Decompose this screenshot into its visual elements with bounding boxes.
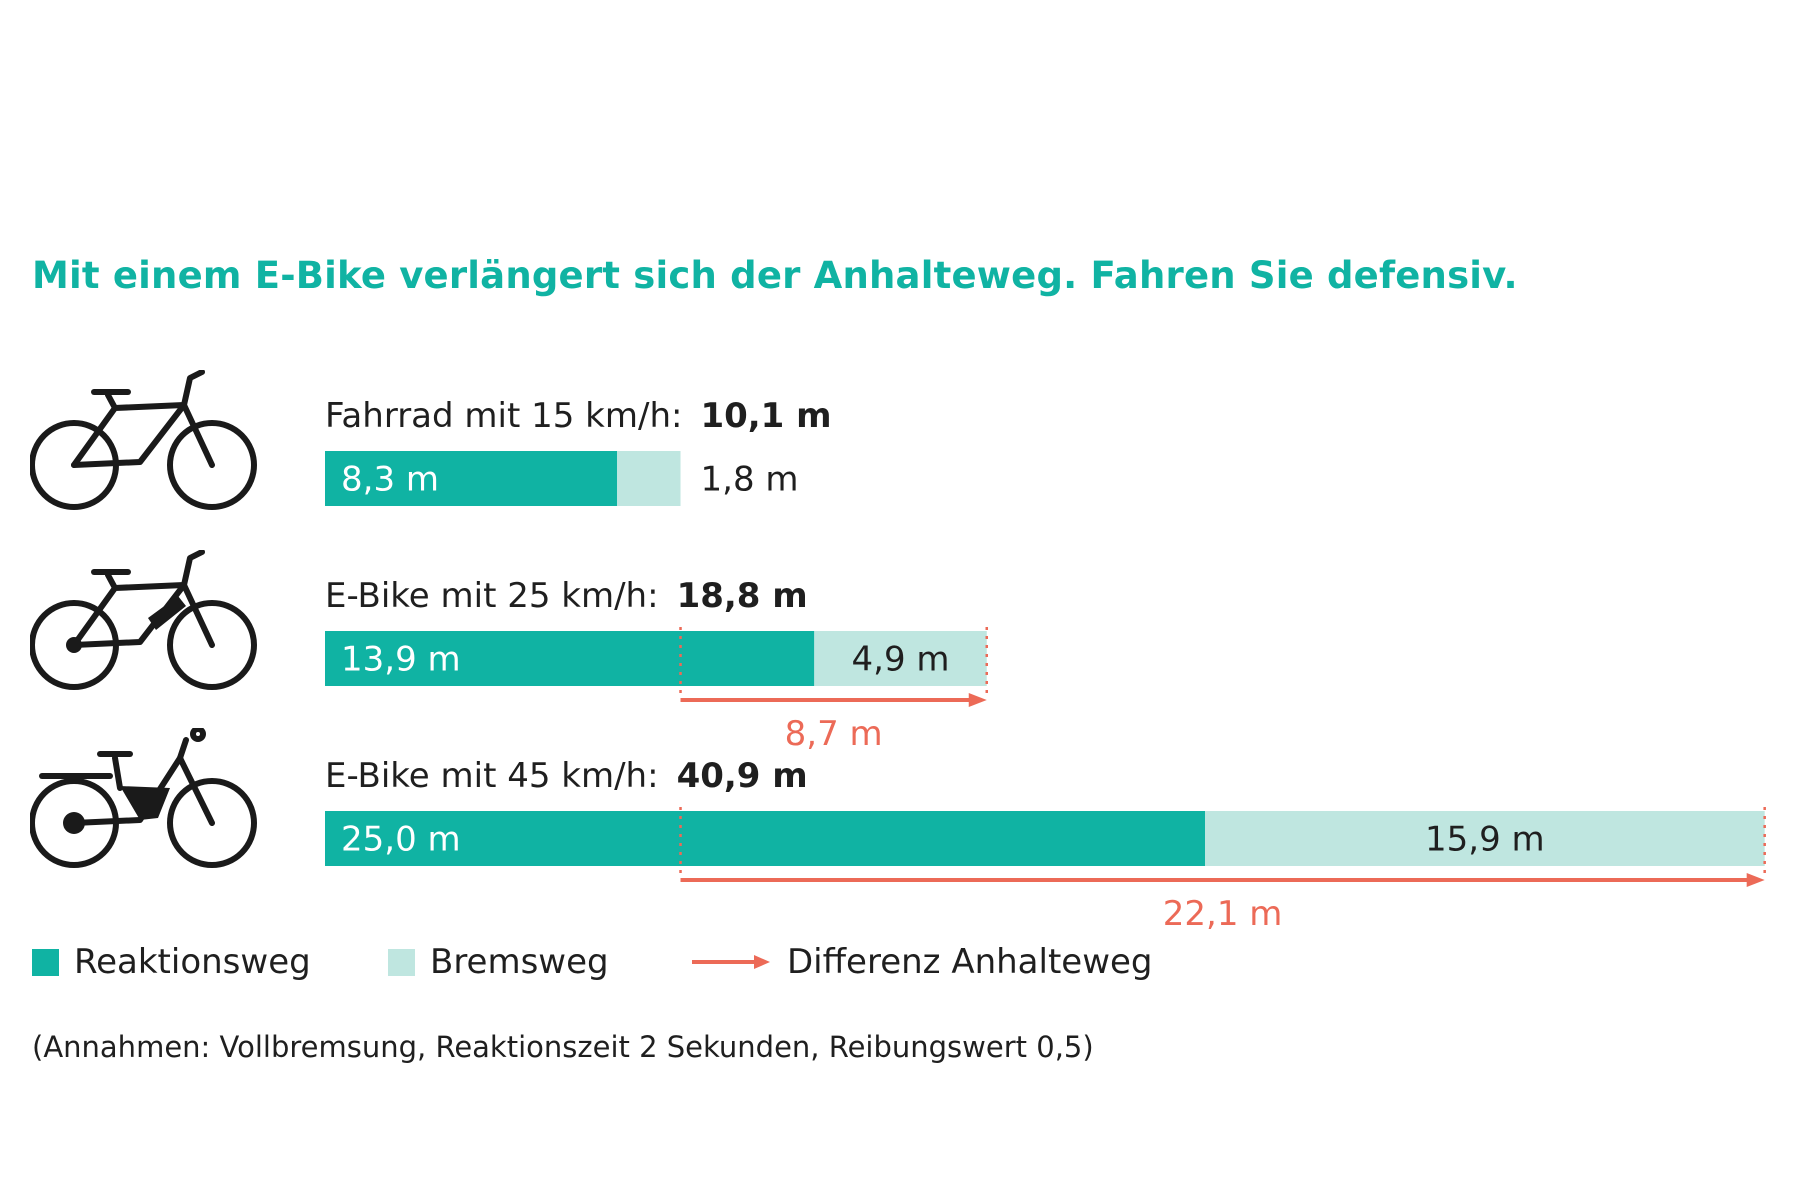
ebike-icon [30, 550, 257, 690]
difference-arrowhead [1746, 873, 1765, 887]
legend-swatch-reaction [32, 948, 59, 976]
bar-reaction [325, 451, 618, 506]
bar-reaction [325, 631, 815, 686]
arrow-icon [692, 955, 770, 969]
category-label: E-Bike mit 25 km/h: [325, 576, 659, 616]
row-label-ebike-25: E-Bike mit 25 km/h: 18,8 m [325, 576, 808, 616]
category-label: E-Bike mit 45 km/h: [325, 756, 659, 796]
legend-swatch-braking [388, 948, 415, 976]
total-label: 10,1 m [700, 396, 832, 436]
data-label-reaction: 25,0 m [341, 820, 461, 860]
legend-label: Bremsweg [430, 942, 609, 982]
data-label-reaction: 13,9 m [341, 640, 461, 680]
legend-item-reaction: Reaktionsweg [32, 942, 311, 982]
row-label-fahrrad: Fahrrad mit 15 km/h: 10,1 m [325, 396, 832, 436]
bar-braking [814, 631, 987, 686]
difference-label: 8,7 m [785, 714, 883, 754]
bicycle-icon [30, 370, 257, 510]
row-label-ebike-45: E-Bike mit 45 km/h: 40,9 m [325, 756, 808, 796]
data-label-braking: 4,9 m [852, 640, 950, 680]
bar-braking [1205, 811, 1765, 866]
category-label: Fahrrad mit 15 km/h: [325, 396, 683, 436]
legend-label: Differenz Anhalteweg [787, 942, 1153, 982]
footnote: (Annahmen: Vollbremsung, Reaktionszeit 2… [32, 1030, 1094, 1064]
speed-pedelec-icon [30, 728, 257, 868]
data-label-braking: 15,9 m [1425, 820, 1545, 860]
difference-label: 22,1 m [1163, 894, 1283, 934]
legend-item-braking: Bremsweg [388, 942, 609, 982]
total-label: 40,9 m [676, 756, 808, 796]
total-label: 18,8 m [676, 576, 808, 616]
legend-label: Reaktionsweg [74, 942, 311, 982]
chart-title: Mit einem E-Bike verlängert sich der Anh… [32, 254, 1518, 297]
bar-reaction [325, 811, 1205, 866]
legend-item-difference: Differenz Anhalteweg [690, 942, 1153, 982]
data-label-reaction: 8,3 m [341, 460, 439, 500]
bar-braking [617, 451, 681, 506]
difference-arrowhead [968, 693, 987, 707]
data-label-braking: 1,8 m [701, 460, 799, 500]
